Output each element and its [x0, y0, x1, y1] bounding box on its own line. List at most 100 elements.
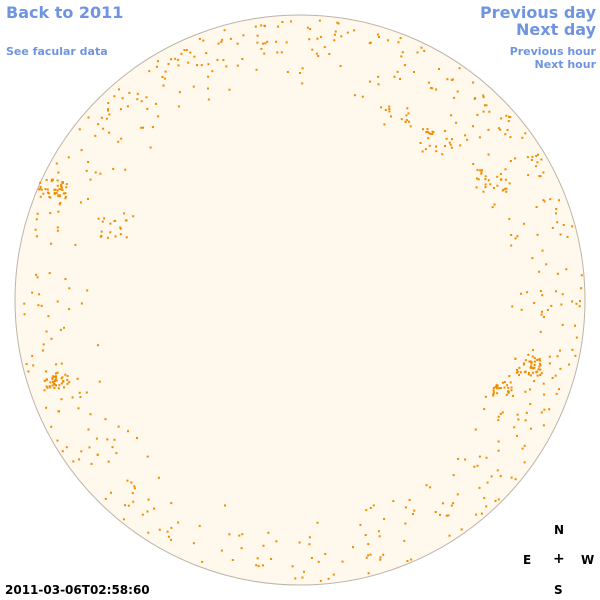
facula-point: [40, 188, 43, 191]
facula-point: [514, 478, 517, 481]
facula-point: [435, 88, 438, 91]
facula-point: [574, 324, 576, 327]
facula-point: [99, 235, 102, 238]
facula-point: [423, 49, 426, 52]
facula-point: [303, 570, 305, 573]
facula-point: [174, 57, 177, 60]
facula-point: [211, 70, 214, 73]
facula-point: [53, 386, 56, 389]
previous-hour-link[interactable]: Previous hour: [509, 45, 596, 58]
facula-point: [496, 384, 499, 387]
facula-point: [575, 302, 578, 305]
facula-point: [551, 377, 554, 379]
facula-point: [308, 536, 311, 539]
facula-point: [420, 46, 423, 49]
facula-point: [207, 98, 210, 101]
facula-point: [390, 115, 392, 118]
facula-point: [178, 91, 181, 94]
facula-point: [548, 355, 551, 358]
facula-point: [49, 196, 52, 199]
facula-point: [509, 136, 512, 139]
facula-point: [529, 366, 532, 369]
facula-point: [241, 58, 244, 60]
facula-point: [255, 68, 258, 71]
facula-point: [494, 385, 497, 388]
observation-timestamp: 2011-03-06T02:58:60: [5, 583, 150, 597]
facula-point: [78, 391, 81, 394]
facula-point: [507, 386, 510, 389]
facula-point: [543, 393, 546, 396]
facula-point: [149, 146, 152, 149]
facula-point: [474, 97, 477, 100]
facula-point: [117, 425, 120, 428]
facula-point: [260, 24, 263, 27]
facula-point: [25, 363, 28, 366]
facula-point: [393, 75, 396, 78]
facula-point: [61, 186, 63, 189]
facula-point: [425, 484, 428, 487]
facula-point: [111, 446, 114, 449]
back-to-year-link[interactable]: Back to 2011: [6, 3, 124, 22]
facula-point: [549, 198, 552, 201]
facula-point: [89, 413, 92, 416]
facula-point: [450, 504, 453, 507]
facula-point: [379, 556, 382, 559]
facula-point: [409, 125, 412, 128]
facula-point: [408, 120, 410, 123]
facula-point: [146, 455, 149, 458]
facula-point: [141, 513, 144, 516]
see-facular-data-link[interactable]: See facular data: [6, 45, 108, 58]
facula-point: [332, 573, 335, 576]
facula-point: [516, 368, 518, 371]
facula-point: [39, 195, 42, 198]
facula-point: [428, 132, 431, 135]
facula-point: [383, 123, 386, 126]
facula-point: [520, 308, 523, 311]
facula-point: [163, 77, 166, 80]
facula-point: [110, 491, 112, 494]
facula-point: [64, 197, 67, 200]
facula-point: [427, 137, 430, 140]
facula-point: [505, 190, 508, 193]
facula-point: [379, 558, 382, 561]
facula-point: [127, 504, 130, 507]
facula-point: [575, 336, 578, 339]
facula-point: [476, 169, 479, 171]
facula-point: [43, 389, 46, 392]
facula-point: [341, 560, 344, 563]
facula-point: [256, 34, 259, 37]
facula-point: [54, 375, 57, 378]
facula-point: [225, 65, 228, 68]
facula-point: [42, 192, 45, 195]
facula-point: [448, 141, 451, 144]
facula-point: [158, 528, 161, 531]
facula-point: [445, 514, 448, 517]
next-hour-link[interactable]: Next hour: [534, 58, 597, 71]
facula-point: [494, 499, 497, 502]
facula-point: [198, 37, 201, 40]
facula-point: [108, 131, 111, 134]
facula-point: [119, 108, 122, 111]
previous-day-link[interactable]: Previous day: [479, 3, 596, 22]
facula-point: [270, 558, 273, 560]
facula-point: [555, 290, 557, 293]
facula-point: [106, 438, 109, 441]
facula-point: [555, 208, 558, 210]
facula-point: [538, 175, 541, 178]
facula-point: [58, 410, 60, 413]
facula-point: [479, 169, 482, 172]
facula-point: [397, 41, 400, 44]
facula-point: [495, 387, 498, 390]
facula-point: [501, 381, 504, 384]
facula-point: [427, 81, 430, 84]
facula-point: [55, 377, 58, 379]
facula-point: [536, 233, 539, 236]
facula-point: [556, 272, 559, 275]
facula-point: [464, 134, 467, 137]
facula-point: [36, 276, 39, 279]
facula-point: [482, 110, 485, 113]
next-day-link[interactable]: Next day: [516, 20, 596, 39]
facula-point: [512, 394, 514, 397]
facula-point: [525, 411, 528, 414]
facula-point: [540, 313, 543, 316]
